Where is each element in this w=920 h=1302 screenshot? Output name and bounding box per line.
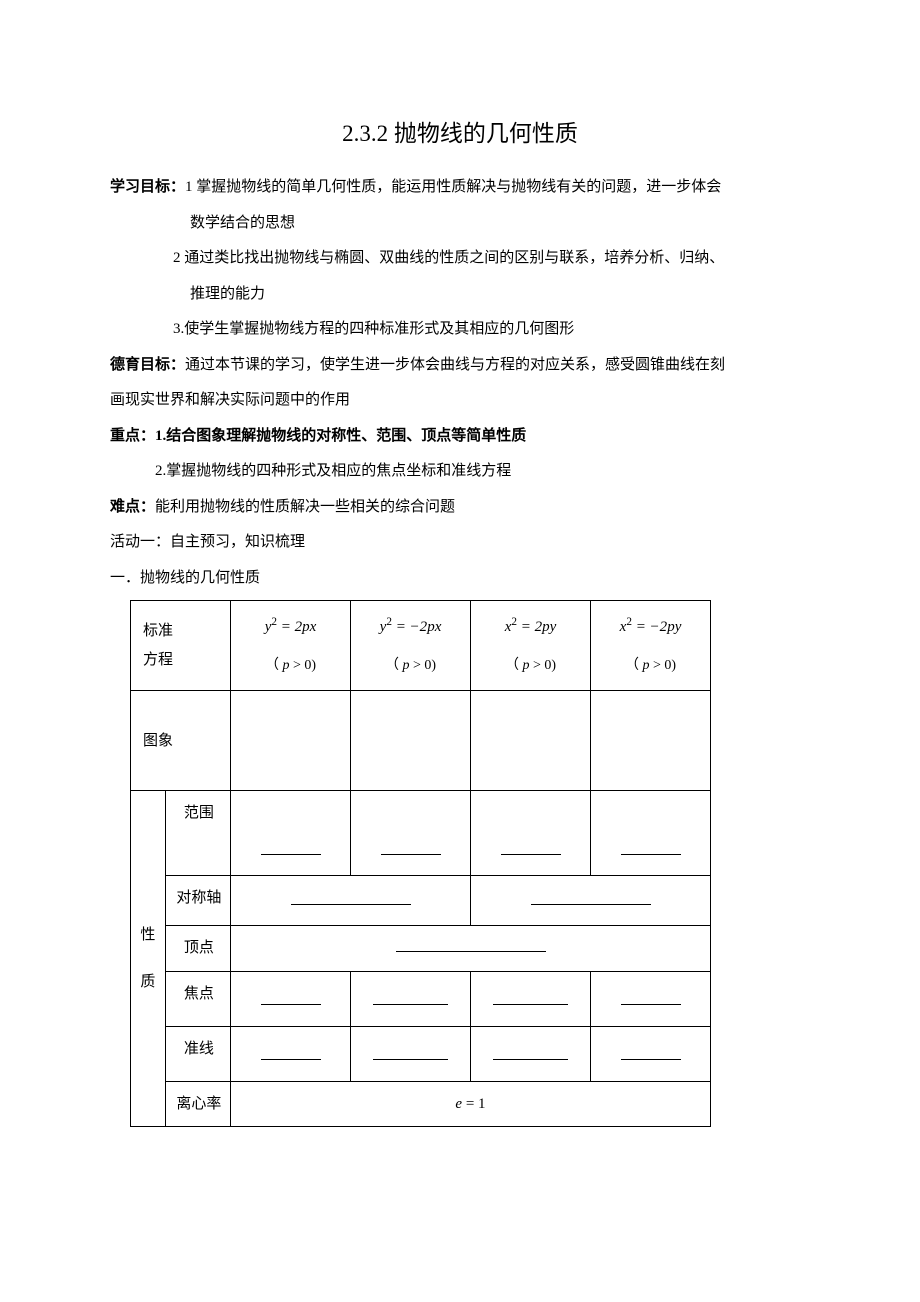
moral-goal: 德育目标：通过本节课的学习，使学生进一步体会曲线与方程的对应关系，感受圆锥曲线在… — [110, 350, 810, 382]
goal-1a: 1 掌握抛物线的简单几何性质，能运用性质解决与抛物线有关的问题，进一步体会 — [185, 179, 721, 195]
cond-1: （ p > 0) — [237, 653, 344, 680]
activity-line: 活动一：自主预习，知识梳理 — [110, 527, 810, 559]
emphasis-2: 2.掌握抛物线的四种形式及相应的焦点坐标和准线方程 — [110, 456, 810, 488]
prop-char-2: 质 — [137, 968, 159, 997]
ecc-row: 离心率 e = 1 — [131, 1081, 711, 1127]
focus-blank-2 — [351, 971, 471, 1026]
goal-2a: 2 通过类比找出抛物线与椭圆、双曲线的性质之间的区别与联系，培养分析、归纳、 — [110, 243, 810, 275]
header-label: 标准 方程 — [131, 601, 231, 691]
ecc-label: 离心率 — [165, 1081, 230, 1127]
vertex-blank — [231, 926, 711, 972]
header-row: 标准 方程 y2 = 2px （ p > 0) y2 = −2px （ p > … — [131, 601, 711, 691]
range-label: 范围 — [165, 791, 230, 876]
eq-col-2: y2 = −2px （ p > 0) — [351, 601, 471, 691]
directrix-blank-3 — [471, 1026, 591, 1081]
vertex-label: 顶点 — [165, 926, 230, 972]
directrix-row: 准线 — [131, 1026, 711, 1081]
cond-3: （ p > 0) — [477, 653, 584, 680]
image-cell-1 — [231, 691, 351, 791]
range-blank-1 — [231, 791, 351, 876]
goal-2b: 推理的能力 — [110, 279, 810, 311]
goal-3: 3.使学生掌握抛物线方程的四种标准形式及其相应的几何图形 — [110, 314, 810, 346]
axis-blank-12 — [231, 876, 471, 926]
cond-4: （ p > 0) — [597, 653, 704, 680]
eq-col-1: y2 = 2px （ p > 0) — [231, 601, 351, 691]
range-blank-2 — [351, 791, 471, 876]
property-vertical-label: 性 质 — [131, 791, 166, 1127]
difficulty-label: 难点： — [110, 499, 155, 515]
emphasis-label: 重点： — [110, 428, 155, 444]
focus-row: 焦点 — [131, 971, 711, 1026]
image-label: 图象 — [131, 691, 231, 791]
focus-blank-4 — [591, 971, 711, 1026]
focus-label: 焦点 — [165, 971, 230, 1026]
image-cell-4 — [591, 691, 711, 791]
axis-label: 对称轴 — [165, 876, 230, 926]
image-cell-2 — [351, 691, 471, 791]
moral-label: 德育目标： — [110, 357, 185, 373]
cond-2: （ p > 0) — [357, 653, 464, 680]
focus-blank-1 — [231, 971, 351, 1026]
prop-char-1: 性 — [137, 921, 159, 950]
moral-text-a: 通过本节课的学习，使学生进一步体会曲线与方程的对应关系，感受圆锥曲线在刻 — [185, 357, 725, 373]
eq-col-3: x2 = 2py （ p > 0) — [471, 601, 591, 691]
directrix-label: 准线 — [165, 1026, 230, 1081]
axis-blank-34 — [471, 876, 711, 926]
range-blank-4 — [591, 791, 711, 876]
ecc-value: e = 1 — [231, 1081, 711, 1127]
difficulty: 难点：能利用抛物线的性质解决一些相关的综合问题 — [110, 492, 810, 524]
directrix-blank-4 — [591, 1026, 711, 1081]
goal-1b: 数学结合的思想 — [110, 208, 810, 240]
eq-col-4: x2 = −2py （ p > 0) — [591, 601, 711, 691]
range-row: 性 质 范围 — [131, 791, 711, 876]
emphasis: 重点：1.结合图象理解抛物线的对称性、范围、顶点等简单性质 — [110, 421, 810, 453]
axis-row: 对称轴 — [131, 876, 711, 926]
directrix-blank-2 — [351, 1026, 471, 1081]
properties-table: 标准 方程 y2 = 2px （ p > 0) y2 = −2px （ p > … — [130, 600, 711, 1127]
difficulty-text: 能利用抛物线的性质解决一些相关的综合问题 — [155, 499, 455, 515]
section-1-title: 一．抛物线的几何性质 — [110, 563, 810, 595]
image-row: 图象 — [131, 691, 711, 791]
learning-goals: 学习目标：1 掌握抛物线的简单几何性质，能运用性质解决与抛物线有关的问题，进一步… — [110, 172, 810, 204]
directrix-blank-1 — [231, 1026, 351, 1081]
goals-label: 学习目标： — [110, 179, 185, 195]
image-cell-3 — [471, 691, 591, 791]
page-title: 2.3.2 抛物线的几何性质 — [110, 110, 810, 158]
moral-text-b: 画现实世界和解决实际问题中的作用 — [110, 385, 810, 417]
range-blank-3 — [471, 791, 591, 876]
focus-blank-3 — [471, 971, 591, 1026]
emphasis-1: 1.结合图象理解抛物线的对称性、范围、顶点等简单性质 — [155, 428, 526, 444]
vertex-row: 顶点 — [131, 926, 711, 972]
